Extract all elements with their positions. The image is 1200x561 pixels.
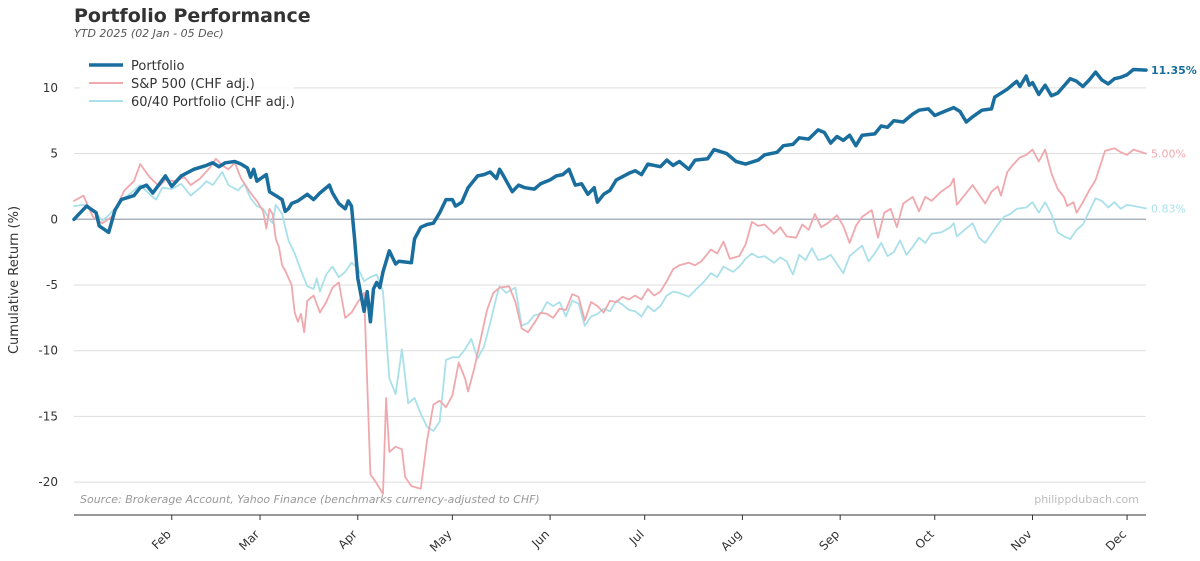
series-line-2 [73, 171, 1147, 432]
y-axis-label: Cumulative Return (%) [7, 206, 22, 354]
x-tick-label: Mar [236, 527, 262, 553]
x-tick-label: Feb [149, 527, 174, 552]
y-tick-label: -20 [38, 475, 58, 489]
x-tick-label: Dec [1103, 527, 1129, 553]
source-note: Source: Brokerage Account, Yahoo Finance… [80, 493, 540, 506]
x-tick-label: Oct [912, 527, 937, 552]
x-tick-label: Jun [528, 527, 552, 551]
series-lines [72, 67, 1148, 495]
chart-subtitle: YTD 2025 (02 Jan - 05 Dec) [74, 27, 224, 40]
legend: Portfolio S&P 500 (CHF adj.) 60/40 Portfol… [80, 52, 295, 114]
series-line-1 [73, 147, 1147, 495]
x-tick-label: Sep [816, 527, 842, 553]
gridlines [74, 87, 1146, 483]
legend-label-0: Portfolio [131, 59, 185, 74]
y-tick-label: 5 [50, 147, 58, 161]
series-line-0 [72, 67, 1148, 324]
series-end-label-0: 11.35% [1151, 64, 1197, 77]
x-tick-label: Jul [626, 527, 647, 548]
y-tick-label: -15 [38, 409, 58, 423]
end-labels: 11.35% 5.00% 0.83% [1151, 64, 1197, 215]
y-tick-label: -10 [38, 344, 58, 358]
x-tick-label: Aug [718, 527, 744, 553]
chart-title: Portfolio Performance [74, 5, 311, 27]
y-tick-label: -5 [46, 278, 58, 292]
legend-label-2: 60/40 Portfolio (CHF adj.) [131, 95, 295, 110]
x-axis-ticks: Feb Mar Apr May Jun Jul Aug Sep Oct Nov Dec [149, 515, 1129, 555]
x-tick-label: May [427, 527, 454, 554]
credit-note: philippdubach.com [1034, 493, 1139, 506]
x-tick-label: Apr [335, 527, 360, 552]
series-end-label-1: 5.00% [1151, 148, 1186, 161]
series-end-label-2: 0.83% [1151, 202, 1186, 215]
y-axis-ticks: 10 5 0 -5 -10 -15 -20 [38, 81, 58, 489]
x-tick-label: Nov [1008, 527, 1034, 553]
legend-label-1: S&P 500 (CHF adj.) [131, 77, 255, 92]
y-tick-label: 10 [43, 81, 58, 95]
y-tick-label: 0 [50, 212, 58, 226]
